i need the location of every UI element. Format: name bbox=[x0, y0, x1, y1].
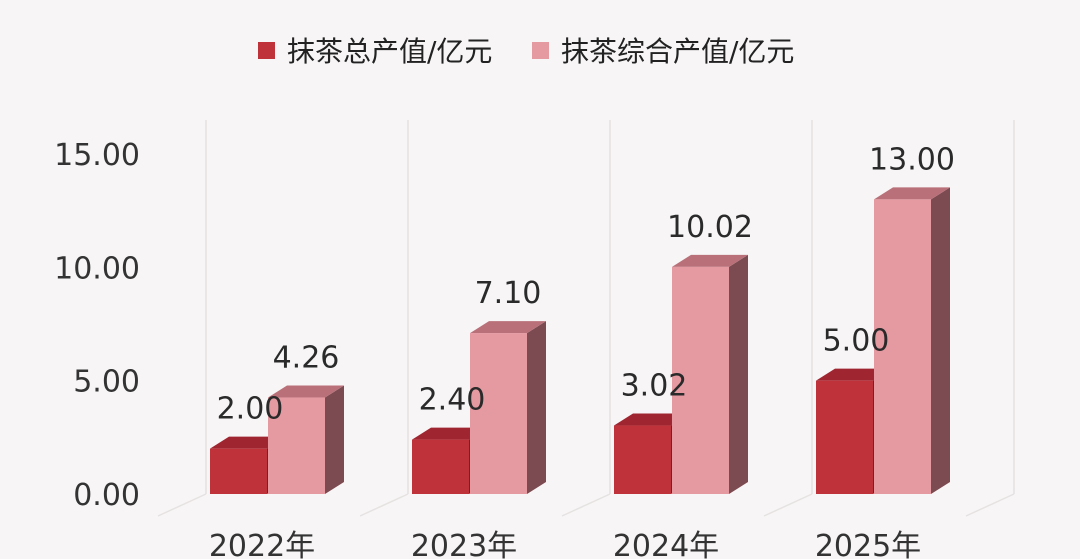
grid-layer bbox=[157, 120, 1015, 517]
y-tick-label: 10.00 bbox=[54, 251, 140, 286]
y-tick-label: 15.00 bbox=[54, 138, 140, 173]
data-label-series-1: 2.40 bbox=[419, 383, 486, 418]
bar-series-1-front bbox=[210, 448, 267, 494]
bar-series-1-front bbox=[614, 425, 671, 494]
data-label-series-2: 10.02 bbox=[667, 210, 753, 245]
bar-series-2-side bbox=[931, 187, 950, 495]
floor-edge-line bbox=[359, 493, 409, 517]
bar-series-2-top bbox=[672, 254, 748, 267]
data-label-series-2: 4.26 bbox=[273, 340, 340, 375]
floor-edge-line bbox=[965, 493, 1015, 517]
data-label-series-2: 7.10 bbox=[475, 276, 542, 311]
bar-series-1-front bbox=[816, 380, 873, 494]
legend-swatch-series-2 bbox=[532, 42, 549, 59]
bar-series-2-side bbox=[325, 385, 344, 494]
bar-series-2-front bbox=[672, 266, 729, 494]
bar-series-2-front bbox=[470, 333, 527, 494]
data-label-series-1: 2.00 bbox=[217, 392, 284, 427]
legend-label-series-1: 抹茶总产值/亿元 bbox=[287, 35, 492, 68]
x-category-label: 2025年 bbox=[815, 529, 921, 559]
y-tick-label: 5.00 bbox=[73, 365, 140, 400]
x-axis-categories: 2022年 2023年 2024年 2025年 bbox=[209, 529, 921, 559]
bar-series-2-side bbox=[729, 254, 748, 494]
bar-series-2 bbox=[268, 385, 344, 494]
bar-series-2-top bbox=[470, 321, 546, 334]
bar-series-2 bbox=[672, 254, 748, 494]
data-label-series-1: 5.00 bbox=[823, 324, 890, 359]
data-label-series-1: 3.02 bbox=[621, 369, 688, 404]
y-tick-label: 0.00 bbox=[73, 478, 140, 513]
x-category-label: 2024年 bbox=[613, 529, 719, 559]
bar-series-2-side bbox=[527, 321, 546, 494]
y-axis-ticks: 0.00 5.00 10.00 15.00 bbox=[54, 138, 140, 513]
bar-series-1-front bbox=[412, 439, 469, 494]
bar-series-2-top bbox=[874, 187, 950, 200]
floor-edge-line bbox=[763, 493, 813, 517]
bar-series-2-front bbox=[268, 397, 325, 494]
data-labels: 2.00 4.26 2.40 7.10 3.02 10.02 5.00 13.00 bbox=[217, 142, 955, 426]
floor-edge-line bbox=[561, 493, 611, 517]
bar-series-2 bbox=[470, 321, 546, 494]
bar-series-2-front bbox=[874, 199, 931, 495]
bar-series-1-top bbox=[614, 413, 690, 426]
x-category-label: 2023年 bbox=[411, 529, 517, 559]
legend: 抹茶总产值/亿元 抹茶综合产值/亿元 bbox=[258, 35, 794, 68]
x-category-label: 2022年 bbox=[209, 529, 315, 559]
bar-series-1-top bbox=[210, 436, 286, 449]
bars bbox=[210, 187, 950, 495]
legend-label-series-2: 抹茶综合产值/亿元 bbox=[561, 35, 794, 68]
bar-series-1-top bbox=[412, 427, 488, 440]
legend-swatch-series-1 bbox=[258, 42, 275, 59]
bar-series-2-top bbox=[268, 385, 344, 398]
bar-series-1-top bbox=[816, 368, 892, 381]
data-label-series-2: 13.00 bbox=[869, 142, 955, 177]
floor-edge-line bbox=[157, 493, 207, 517]
bar-series-2 bbox=[874, 187, 950, 495]
